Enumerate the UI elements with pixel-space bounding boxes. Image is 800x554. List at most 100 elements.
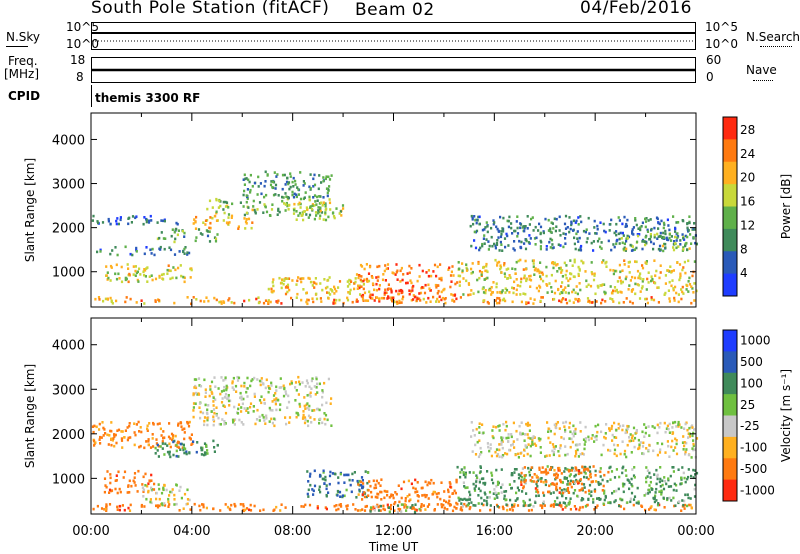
- velocity-cell: [613, 448, 617, 452]
- velocity-cell: [169, 445, 172, 449]
- velocity-cell: [630, 451, 633, 454]
- power-cell: [272, 278, 275, 281]
- velocity-cell: [686, 428, 689, 432]
- velocity-cell: [380, 490, 383, 494]
- power-cell: [223, 211, 226, 215]
- power-cell: [578, 267, 581, 271]
- power-cell: [326, 291, 329, 294]
- velocity-cell: [564, 467, 567, 470]
- velocity-cell: [627, 479, 630, 482]
- velocity-cell: [306, 406, 309, 410]
- velocity-cell: [618, 475, 621, 479]
- power-cell: [686, 248, 689, 251]
- power-cell: [555, 263, 558, 267]
- power-cell: [418, 297, 421, 301]
- power-cell: [523, 274, 526, 278]
- velocity-cell: [347, 473, 350, 477]
- velocity-cell: [265, 417, 268, 420]
- velocity-cell: [616, 444, 619, 447]
- velocity-cell: [459, 497, 462, 501]
- power-cell: [645, 217, 648, 220]
- velocity-cell: [127, 506, 130, 510]
- power-cell: [440, 276, 443, 280]
- velocity-cell: [300, 505, 303, 508]
- velocity-cell: [120, 430, 123, 433]
- velocity-cell: [225, 384, 228, 388]
- power-cell: [631, 230, 634, 233]
- power-cell: [385, 267, 388, 271]
- power-cell: [346, 296, 349, 300]
- velocity-cell: [313, 385, 316, 388]
- power-cell: [281, 187, 284, 191]
- power-cell: [208, 230, 211, 233]
- velocity-cell: [667, 444, 670, 448]
- power-cell: [584, 270, 587, 273]
- power-cell: [102, 299, 105, 303]
- power-cell: [283, 173, 286, 177]
- velocity-cell: [321, 421, 324, 425]
- velocity-cell: [212, 418, 215, 421]
- power-cell: [651, 278, 654, 281]
- velocity-cell: [270, 384, 273, 387]
- power-cell: [472, 292, 475, 295]
- power-cell: [661, 244, 664, 248]
- power-cell: [324, 286, 328, 290]
- power-cell: [465, 279, 468, 283]
- velocity-cell: [670, 499, 673, 502]
- velocity-cell: [533, 473, 536, 476]
- velocity-cell: [158, 487, 161, 491]
- velocity-cell: [615, 436, 618, 439]
- velocity-cell: [695, 437, 699, 440]
- power-cell: [469, 224, 472, 228]
- velocity-cell: [367, 489, 370, 492]
- velocity-cell: [545, 472, 548, 476]
- velocity-cell: [313, 469, 316, 473]
- velocity-cell: [648, 443, 651, 447]
- power-cell: [596, 227, 599, 231]
- velocity-cell: [249, 503, 252, 507]
- velocity-cell: [224, 503, 227, 506]
- velocity-cell: [275, 389, 278, 392]
- velocity-cell: [613, 500, 616, 504]
- velocity-cell: [103, 508, 106, 511]
- power-cell: [577, 265, 580, 269]
- velocity-cell: [474, 483, 477, 487]
- velocity-cell: [297, 413, 300, 417]
- power-cell: [129, 297, 132, 301]
- power-cell: [471, 262, 474, 265]
- power-cell: [162, 237, 165, 240]
- power-cell: [559, 234, 562, 237]
- power-cell: [328, 276, 331, 279]
- velocity-cell: [516, 486, 519, 490]
- velocity-cell: [621, 428, 624, 432]
- velocity-colorbar-label: Velocity [m s⁻¹]: [779, 369, 793, 462]
- velocity-cell: [540, 480, 543, 483]
- velocity-cell: [236, 375, 239, 379]
- velocity-cell: [315, 377, 318, 381]
- velocity-cell: [440, 481, 443, 484]
- power-cell: [286, 290, 289, 294]
- velocity-cell: [271, 421, 274, 425]
- velocity-cell: [684, 422, 687, 426]
- power-cell: [565, 264, 568, 267]
- power-cell: [333, 285, 336, 289]
- velocity-cell: [632, 474, 636, 477]
- power-cell: [516, 232, 520, 235]
- power-cell: [673, 299, 676, 302]
- velocity-cell: [683, 499, 686, 503]
- velocity-cell: [590, 437, 593, 440]
- velocity-cell: [607, 470, 610, 474]
- velocity-cell: [480, 502, 483, 506]
- velocity-cell: [552, 453, 555, 457]
- power-cell: [184, 246, 187, 249]
- velocity-cell: [221, 397, 224, 400]
- velocity-cell: [687, 453, 690, 457]
- power-cell: [244, 220, 248, 224]
- velocity-cell: [649, 480, 652, 484]
- power-cell: [579, 215, 582, 218]
- velocity-cell: [99, 435, 102, 439]
- velocity-cell: [240, 406, 243, 409]
- velocity-cell: [177, 441, 180, 444]
- power-cell: [297, 203, 300, 206]
- velocity-cell: [118, 508, 121, 512]
